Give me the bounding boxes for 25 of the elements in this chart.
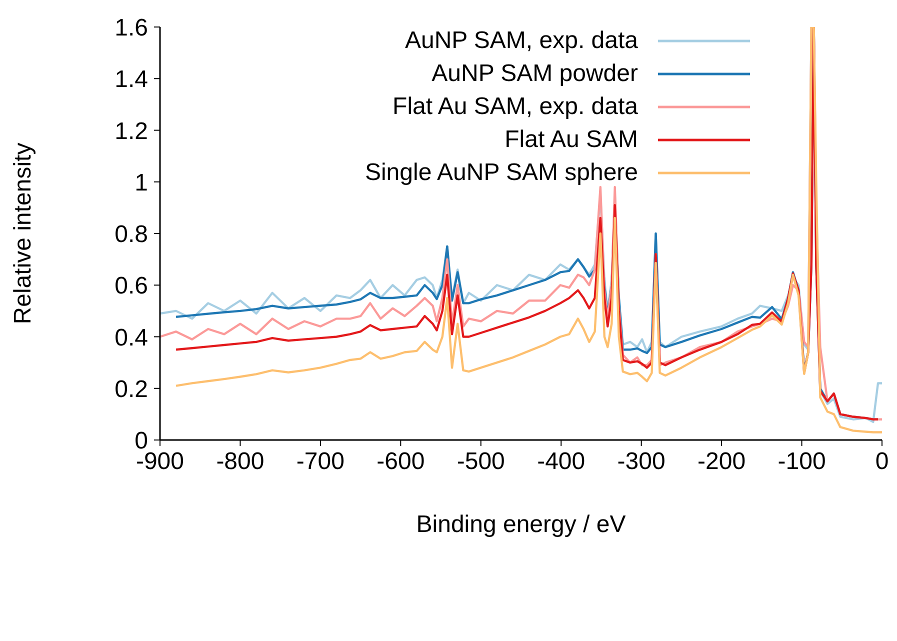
y-tick-label: 1.2: [114, 118, 148, 145]
x-tick-label: -600: [376, 448, 425, 476]
x-tick-label: -300: [617, 448, 666, 476]
y-axis-title: Relative intensity: [10, 142, 37, 324]
x-axis-title: Binding energy / eV: [416, 511, 626, 538]
y-tick-label: 0.6: [114, 272, 148, 300]
y-tick-label: 1: [134, 169, 148, 196]
x-tick-label: -100: [778, 448, 826, 476]
legend-label: AuNP SAM powder: [432, 60, 638, 88]
y-tick-label: 1.6: [114, 14, 148, 42]
legend-label: AuNP SAM, exp. data: [404, 26, 638, 54]
x-tick-label: -900: [136, 448, 184, 476]
legend-label: Flat Au SAM, exp. data: [392, 92, 638, 120]
x-tick-label: -500: [456, 448, 505, 476]
legend-label: Flat Au SAM: [504, 126, 638, 154]
y-tick-label: 1.4: [114, 66, 148, 94]
x-tick-label: -800: [216, 448, 264, 476]
y-tick-label: 0.8: [114, 221, 148, 248]
x-tick-label: -400: [537, 448, 586, 476]
legend-label: Single AuNP SAM sphere: [364, 158, 638, 186]
y-tick-label: 0.2: [114, 376, 148, 403]
x-tick-label: 0: [875, 448, 889, 476]
y-tick-label: 0.4: [114, 324, 148, 352]
x-tick-label: -200: [698, 448, 746, 476]
x-tick-label: -700: [296, 448, 344, 476]
